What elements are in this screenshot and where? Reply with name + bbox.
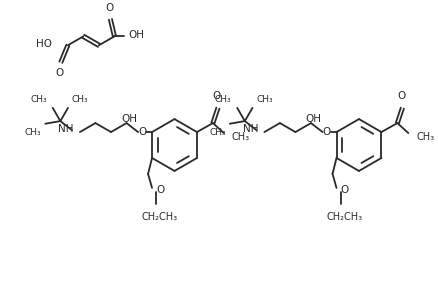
Text: O: O xyxy=(105,3,113,14)
Text: CH₃: CH₃ xyxy=(72,95,88,104)
Text: O: O xyxy=(322,127,331,137)
Text: HO: HO xyxy=(36,39,52,49)
Text: O: O xyxy=(156,185,164,195)
Text: O: O xyxy=(138,127,146,137)
Text: OH: OH xyxy=(121,114,137,124)
Text: O: O xyxy=(340,185,349,195)
Text: CH₃: CH₃ xyxy=(257,95,273,104)
Text: CH₃: CH₃ xyxy=(215,95,231,104)
Text: CH₃: CH₃ xyxy=(416,132,434,142)
Text: O: O xyxy=(56,68,64,78)
Text: CH₂CH₃: CH₂CH₃ xyxy=(142,212,178,222)
Text: O: O xyxy=(397,91,406,101)
Text: NH: NH xyxy=(58,124,74,134)
Text: CH₃: CH₃ xyxy=(30,95,47,104)
Text: CH₂CH₃: CH₂CH₃ xyxy=(326,212,363,222)
Text: CH₃: CH₃ xyxy=(25,128,41,137)
Text: OH: OH xyxy=(128,30,145,40)
Text: O: O xyxy=(213,91,221,101)
Text: NH: NH xyxy=(243,124,258,134)
Text: CH₃: CH₃ xyxy=(209,128,226,137)
Text: OH: OH xyxy=(305,114,321,124)
Text: CH₃: CH₃ xyxy=(232,132,250,142)
